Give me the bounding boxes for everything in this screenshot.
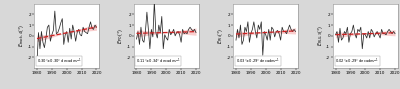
Y-axis label: $E_{\rm IPO}(°)$: $E_{\rm IPO}(°)$ bbox=[116, 28, 126, 44]
Y-axis label: $E_{\rm FVi}(°)$: $E_{\rm FVi}(°)$ bbox=[216, 28, 225, 44]
Text: 0.03°$\pm$0.29° decades$^{-1}$: 0.03°$\pm$0.29° decades$^{-1}$ bbox=[236, 56, 280, 66]
Text: 0.11°$\pm$0.34° decades$^{-1}$: 0.11°$\pm$0.34° decades$^{-1}$ bbox=[136, 56, 181, 66]
Y-axis label: $E_{\rm RLU,3}(°)$: $E_{\rm RLU,3}(°)$ bbox=[316, 25, 324, 46]
Text: 0.30°$\pm$0.30° decades$^{-1}$: 0.30°$\pm$0.30° decades$^{-1}$ bbox=[37, 56, 81, 66]
Text: 0.02°$\pm$0.29° decades$^{-1}$: 0.02°$\pm$0.29° decades$^{-1}$ bbox=[335, 56, 380, 66]
Y-axis label: $E_{\rm track,4}(°)$: $E_{\rm track,4}(°)$ bbox=[18, 24, 26, 47]
